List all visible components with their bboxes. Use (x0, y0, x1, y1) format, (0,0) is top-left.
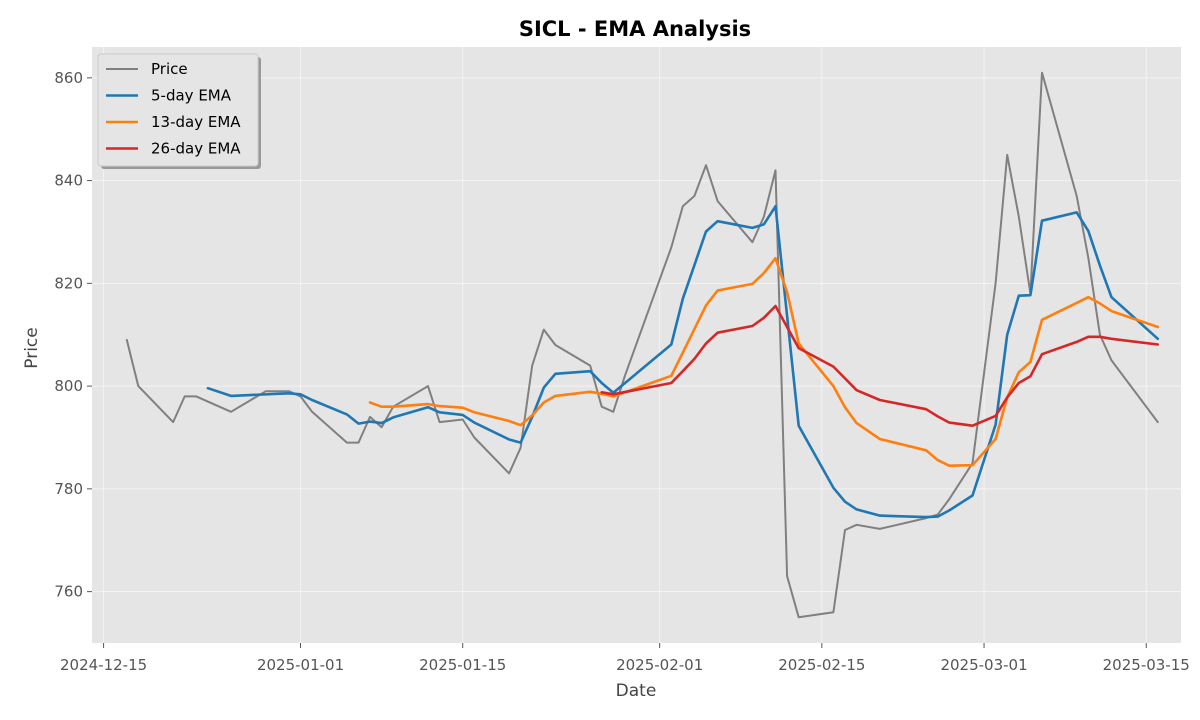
x-tick-label: 2025-02-15 (778, 656, 865, 674)
x-axis-label: Date (616, 681, 657, 701)
y-tick-label: 840 (54, 172, 83, 190)
x-tick-label: 2025-01-01 (257, 656, 344, 674)
legend-label: 13-day EMA (151, 113, 241, 131)
x-tick-label: 2025-02-01 (616, 656, 703, 674)
series-line-13-day-ema (368, 256, 1160, 468)
series-line-26-day-ema (600, 304, 1160, 428)
x-tick-label: 2024-12-15 (60, 656, 147, 674)
x-tick-label: 2025-01-15 (419, 656, 506, 674)
legend-label: Price (151, 60, 188, 78)
chart-title: SICL - EMA Analysis (519, 17, 751, 41)
legend: Price 5-day EMA 13-day EMA 26-day EMA (97, 53, 261, 169)
y-axis-label: Price (22, 327, 42, 368)
y-tick-label: 860 (54, 69, 83, 87)
tick-labels: 760 780 800 820 840 860 2024-12-15 2025-01-01 20… (54, 69, 1189, 674)
y-tick-label: 820 (54, 274, 83, 292)
legend-box (97, 53, 259, 167)
grid (92, 47, 1181, 643)
series-line-price (125, 71, 1159, 619)
y-tick-label: 800 (54, 377, 83, 395)
y-tick-label: 760 (54, 583, 83, 601)
legend-label: 26-day EMA (151, 140, 241, 158)
x-tick-label: 2025-03-01 (940, 656, 1027, 674)
series-layer (125, 71, 1160, 619)
y-tick-label: 780 (54, 480, 83, 498)
x-tick-label: 2025-03-15 (1103, 656, 1190, 674)
legend-label: 5-day EMA (151, 87, 232, 105)
series-line-5-day-ema (206, 205, 1160, 519)
